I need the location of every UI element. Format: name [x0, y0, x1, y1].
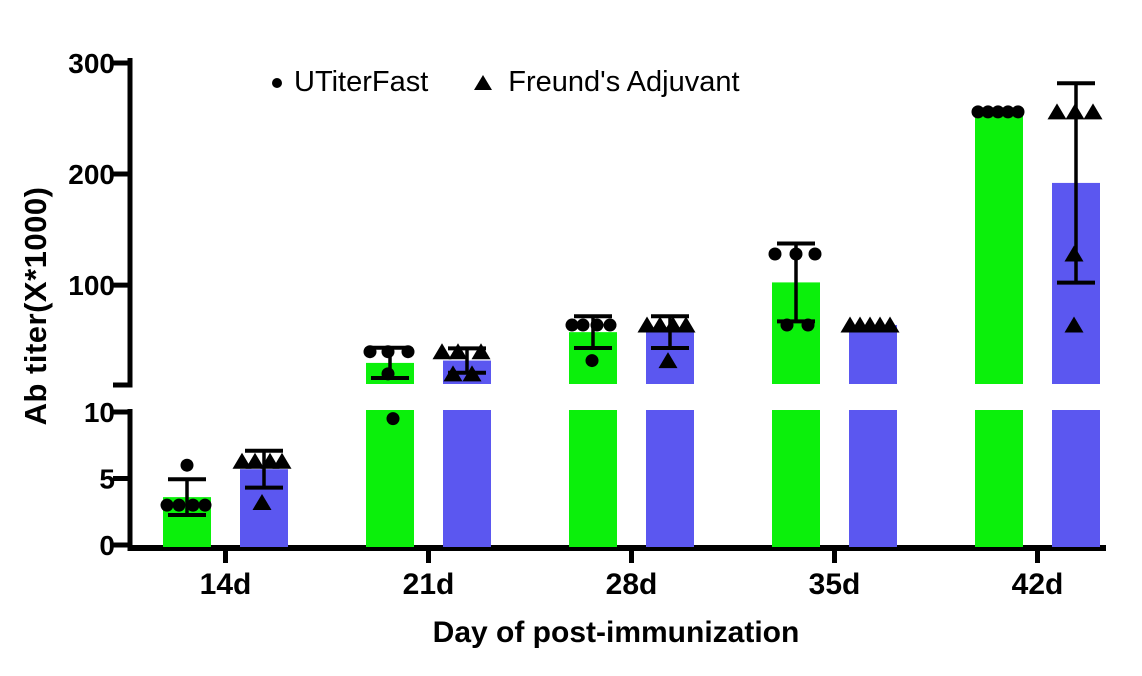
data-point-circle [381, 345, 395, 359]
data-point-circle [590, 318, 604, 332]
x-tick-label: 42d [1012, 568, 1064, 601]
data-point-triangle [676, 316, 696, 333]
x-axis-title: Day of post-immunization [432, 616, 800, 649]
data-point-triangle [432, 343, 452, 360]
data-point-triangle [1047, 103, 1067, 120]
data-point-triangle [1064, 245, 1084, 262]
data-point-circle [1011, 105, 1025, 119]
data-point-circle [808, 247, 822, 261]
legend-label-freunds-adjuvant: Freund's Adjuvant [508, 66, 740, 98]
x-tick-label: 35d [809, 568, 861, 601]
bar-upper-Freund's Adjuvant [849, 325, 897, 384]
data-point-circle [585, 354, 599, 368]
data-point-triangle [1064, 316, 1084, 333]
x-tick-label: 14d [200, 568, 252, 601]
data-point-circle [801, 318, 815, 332]
data-point-triangle [232, 452, 252, 469]
bar-lower-UTiterFast [366, 410, 414, 547]
data-point-triangle [272, 452, 292, 469]
data-point-circle [198, 498, 212, 512]
data-point-triangle [471, 343, 491, 360]
data-point-circle [780, 318, 794, 332]
data-point-circle [576, 318, 590, 332]
legend-item-utiterfast: UTiterFast [272, 66, 428, 99]
data-point-circle [971, 105, 985, 119]
x-tick-label: 28d [606, 568, 658, 601]
data-point-circle [991, 105, 1005, 119]
bar-lower-Freund's Adjuvant [646, 410, 694, 547]
bar-lower-UTiterFast [975, 410, 1023, 547]
data-point-triangle [663, 316, 683, 333]
data-point-triangle [462, 365, 482, 382]
data-point-circle [381, 367, 395, 381]
data-point-circle [186, 498, 200, 512]
data-point-circle [768, 247, 782, 261]
x-tick-label: 21d [403, 568, 455, 601]
bar-lower-Freund's Adjuvant [443, 410, 491, 547]
circle-marker-icon [272, 77, 282, 88]
bar-upper-UTiterFast [975, 111, 1023, 385]
bar-lower-Freund's Adjuvant [1052, 410, 1100, 547]
data-point-circle [1001, 105, 1015, 119]
data-point-triangle [448, 343, 468, 360]
data-point-circle [789, 247, 803, 261]
y-tick-label: 10 [84, 397, 115, 428]
data-point-triangle [658, 352, 678, 369]
legend-label-utiterfast: UTiterFast [294, 66, 429, 98]
bar-lower-UTiterFast [569, 410, 617, 547]
data-point-circle [180, 458, 194, 472]
bar-lower-Freund's Adjuvant [849, 410, 897, 547]
data-point-triangle [650, 316, 670, 333]
data-point-circle [603, 318, 617, 332]
y-tick-label: 200 [68, 159, 115, 190]
legend: UTiterFast Freund's Adjuvant [272, 66, 740, 99]
data-point-triangle [637, 316, 657, 333]
data-point-circle [981, 105, 995, 119]
data-point-triangle [252, 493, 272, 510]
data-point-triangle [260, 452, 280, 469]
y-tick-label: 300 [68, 48, 115, 79]
y-tick-label: 5 [99, 464, 115, 495]
data-point-circle [386, 412, 400, 426]
data-point-circle [363, 345, 377, 359]
data-point-circle [172, 498, 186, 512]
data-point-circle [160, 498, 174, 512]
data-point-triangle [443, 365, 463, 382]
y-axis-title: Ab titer(X*1000) [18, 186, 53, 426]
data-point-triangle [880, 316, 900, 333]
data-point-triangle [245, 452, 265, 469]
triangle-marker-icon [474, 75, 493, 90]
y-tick-label: 0 [99, 530, 115, 561]
data-point-triangle [1065, 103, 1085, 120]
y-tick-label: 100 [68, 270, 115, 301]
data-point-circle [565, 318, 579, 332]
data-point-circle [401, 345, 415, 359]
bar-lower-UTiterFast [772, 410, 820, 547]
legend-item-freunds-adjuvant: Freund's Adjuvant [474, 66, 740, 99]
data-point-triangle [1083, 103, 1103, 120]
